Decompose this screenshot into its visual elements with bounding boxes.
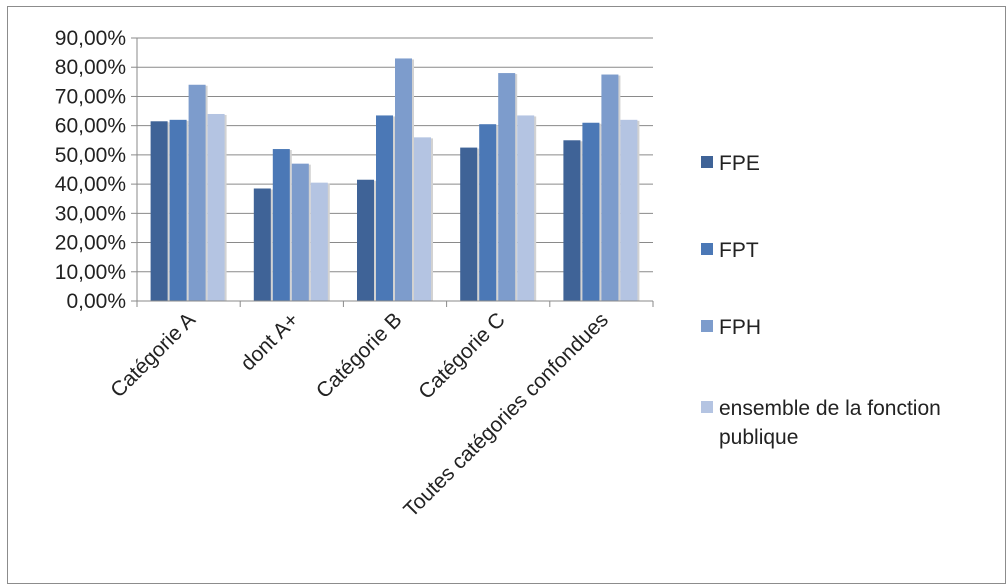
x-category-label: Catégorie B [312, 308, 407, 403]
x-category-label: Catégorie A [106, 308, 200, 402]
legend-label: FPH [719, 316, 761, 339]
y-tick-label: 80,00% [55, 56, 126, 79]
legend-swatch [701, 243, 713, 255]
legend: FPE FPT FPH ensemble de la fonction publique [701, 152, 941, 449]
bars [150, 58, 640, 302]
bar [460, 147, 478, 301]
bar [169, 119, 187, 301]
bar [582, 122, 600, 301]
legend-label: FPT [719, 239, 759, 262]
bar [395, 58, 412, 302]
bar [414, 137, 431, 301]
x-category-label: dont A+ [236, 308, 303, 375]
legend-label: FPE [719, 152, 760, 175]
bar [253, 188, 271, 301]
axes [136, 38, 654, 307]
y-tick-label: 30,00% [55, 202, 126, 225]
y-tick-label: 10,00% [55, 261, 126, 284]
legend-label: ensemble de la fonction publique [719, 397, 941, 449]
y-tick-label: 40,00% [55, 173, 126, 196]
bar [188, 84, 206, 301]
legend-swatch [701, 320, 713, 332]
bar [357, 179, 374, 301]
y-tick-labels: 0,00% 10,00% 20,00% 30,00% 40,00% 50,00% 60,00… [55, 27, 126, 313]
bar [272, 149, 290, 301]
bar [620, 119, 638, 301]
bar [376, 115, 393, 301]
bar [498, 73, 516, 301]
bar [150, 121, 168, 302]
x-category-label: Toutes catégories confondues [399, 308, 613, 522]
bar [563, 140, 581, 301]
y-tick-label: 60,00% [55, 115, 126, 138]
legend-swatch [701, 401, 713, 413]
bar [601, 74, 619, 302]
y-tick-label: 20,00% [55, 232, 126, 255]
bar [291, 163, 309, 301]
x-category-labels: Catégorie A dont A+ Catégorie B Catégorie C… [106, 308, 613, 522]
y-tick-label: 0,00% [66, 290, 126, 313]
y-tick-label: 90,00% [55, 27, 126, 50]
bar [517, 115, 535, 301]
y-tick-label: 50,00% [55, 144, 126, 167]
x-category-label: Catégorie C [414, 308, 510, 404]
y-tick-label: 70,00% [55, 85, 126, 108]
bar [479, 124, 497, 301]
legend-swatch [701, 156, 713, 168]
bar [310, 182, 328, 301]
bar [207, 113, 225, 301]
